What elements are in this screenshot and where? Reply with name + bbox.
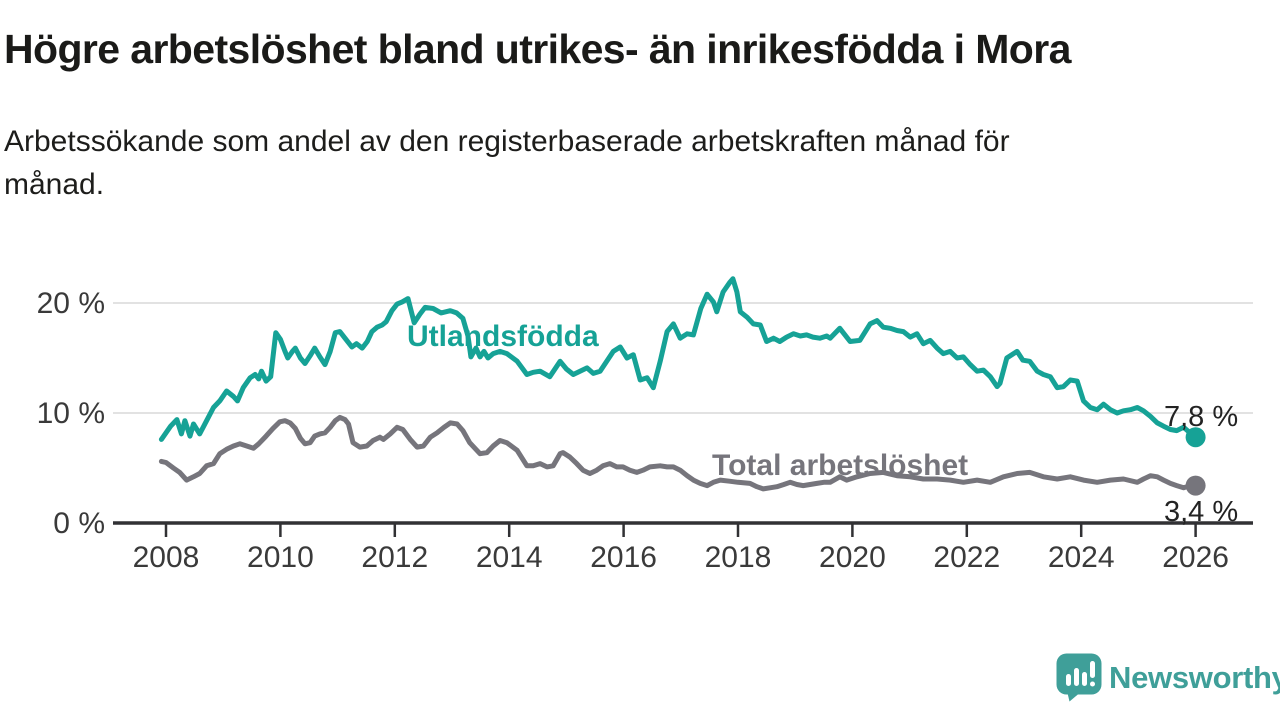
page-title: Högre arbetslöshet bland utrikes- än inr… [4, 26, 1071, 72]
series-label-utlandsfodda: Utlandsfödda [407, 320, 599, 353]
x-axis-label: 2018 [705, 541, 772, 574]
y-axis-label: 0 % [53, 507, 105, 540]
y-axis-label: 10 % [37, 397, 105, 430]
series-label-total-arbetsloshet: Total arbetslöshet [712, 449, 969, 482]
logo-bar-icon [1066, 674, 1071, 686]
end-value-label-total: 3,4 % [1164, 496, 1239, 528]
logo-exclamation-icon [1090, 661, 1095, 678]
y-axis-label: 20 % [37, 287, 105, 320]
x-axis-label: 2014 [476, 541, 543, 574]
x-axis-label: 2012 [361, 541, 428, 574]
series-endpoint-total-arbetsloshet [1185, 475, 1206, 496]
logo-bar-icon [1082, 672, 1087, 686]
logo-bar-icon [1074, 668, 1079, 686]
logo-exclamation-dot-icon [1090, 681, 1095, 687]
x-axis-label: 2010 [247, 541, 314, 574]
x-axis-label: 2022 [933, 541, 1000, 574]
series-line-total-arbetsloshet [158, 414, 1199, 492]
x-axis-label: 2008 [133, 541, 200, 574]
end-value-label-utlandsfodda: 7,8 % [1164, 401, 1239, 433]
x-axis-label: 2016 [590, 541, 657, 574]
series-line-utlandsfodda [158, 276, 1199, 442]
chart-subtitle: Arbetssökande som andel av den registerb… [4, 125, 1010, 201]
newsworthy-logo: Newsworthy [1056, 653, 1280, 702]
series-endpoint-utlandsfodda [1185, 427, 1206, 448]
x-axis-label: 2026 [1162, 541, 1229, 574]
x-axis-label: 2024 [1048, 541, 1115, 574]
x-axis-label: 2020 [819, 541, 886, 574]
brand-wordmark: Newsworthy [1109, 659, 1280, 695]
newsworthy-logo-icon [1056, 653, 1102, 702]
